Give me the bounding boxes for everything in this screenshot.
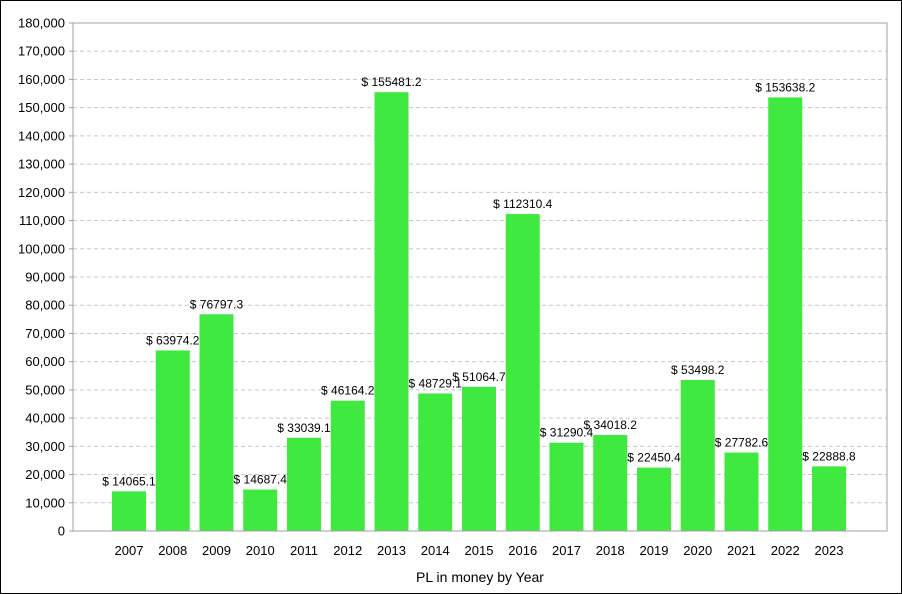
x-tick-label: 2016 [508,543,537,558]
bar-2009 [199,314,234,531]
x-tick-label: 2018 [596,543,625,558]
bar-2007 [112,491,146,531]
y-tick-label: 30,000 [25,439,65,454]
bar-2012 [330,400,365,531]
x-tick-label: 2022 [771,543,800,558]
data-label-2015: $ 51064.7 [452,370,506,384]
bar-2014 [418,393,453,531]
bar-2008 [155,350,190,531]
data-label-2014: $ 48729.1 [409,376,463,390]
data-label-2012: $ 46164.2 [321,384,375,398]
x-tick-label: 2017 [552,543,581,558]
y-tick-label: 140,000 [18,128,65,143]
x-tick-label: 2013 [377,543,406,558]
y-tick-label: 90,000 [25,270,65,285]
x-tick-label: 2023 [815,543,844,558]
x-tick-label: 2015 [465,543,494,558]
y-tick-label: 150,000 [18,100,65,115]
x-tick-label: 2011 [290,543,318,558]
y-tick-label: 100,000 [18,241,65,256]
y-tick-label: 10,000 [25,495,65,510]
x-tick-label: 2007 [115,543,144,558]
y-tick-label: 80,000 [25,298,65,313]
bar-2022 [768,97,803,531]
data-label-2021: $ 27782.6 [715,436,769,450]
y-tick-label: 130,000 [18,157,65,172]
data-label-2008: $ 63974.2 [146,333,200,347]
x-tick-label: 2012 [333,543,362,558]
bar-2020 [680,380,715,531]
data-label-2017: $ 31290.4 [540,426,594,440]
data-label-2007: $ 14065.1 [102,474,156,488]
y-tick-label: 170,000 [18,44,65,59]
bar-2018 [593,434,628,531]
y-tick-label: 40,000 [25,411,65,426]
bar-2017 [549,442,584,531]
y-tick-label: 70,000 [25,326,65,341]
x-tick-label: 2020 [683,543,712,558]
y-tick-label: 180,000 [18,16,65,31]
bar-2010 [243,489,278,531]
data-label-2019: $ 22450.4 [627,451,681,465]
data-label-2020: $ 53498.2 [671,363,725,377]
data-label-2013: $ 155481.2 [361,75,421,89]
x-tick-label: 2014 [421,543,450,558]
x-tick-label: 2019 [640,543,669,558]
data-label-2016: $ 112310.4 [493,197,552,211]
bar-2016 [505,214,540,531]
bar-2013 [374,92,409,531]
bar-2015 [462,386,496,531]
data-label-2018: $ 34018.2 [584,418,638,432]
y-tick-label: 20,000 [25,467,65,482]
y-tick-label: 60,000 [25,354,65,369]
x-tick-label: 2010 [246,543,275,558]
x-tick-label: 2009 [202,543,231,558]
data-labels: $ 14065.1 $ 63974.2 $ 76797.3 $ 14687.4 $ 33… [102,75,856,488]
bar-2021 [724,452,759,531]
y-tick-label: 0 [58,524,65,539]
bars [112,92,846,531]
data-label-2011: $ 33039.1 [277,421,331,435]
bar-2011 [287,437,321,531]
y-tick-label: 50,000 [25,382,65,397]
bar-2023 [812,466,846,531]
y-tick-label: 120,000 [18,185,65,200]
data-label-2010: $ 14687.4 [234,473,288,487]
bar-2019 [637,467,671,531]
data-label-2022: $ 153638.2 [755,80,815,94]
data-label-2009: $ 76797.3 [190,297,244,311]
y-tick-label: 110,000 [19,213,65,228]
data-label-2023: $ 22888.8 [802,449,856,463]
plot-area-border [72,22,888,532]
y-axis-ticks: 0 10,000 20,000 30,000 40,000 50,000 60,000 70,… [18,16,73,539]
x-axis-ticks: 2007 2008 2009 2010 2011 2012 2013 2014 2015 2016… [115,543,844,558]
x-axis-title: PL in money by Year [416,569,544,585]
x-tick-label: 2008 [158,543,187,558]
x-tick-label: 2021 [727,543,756,558]
y-tick-label: 160,000 [18,72,65,87]
